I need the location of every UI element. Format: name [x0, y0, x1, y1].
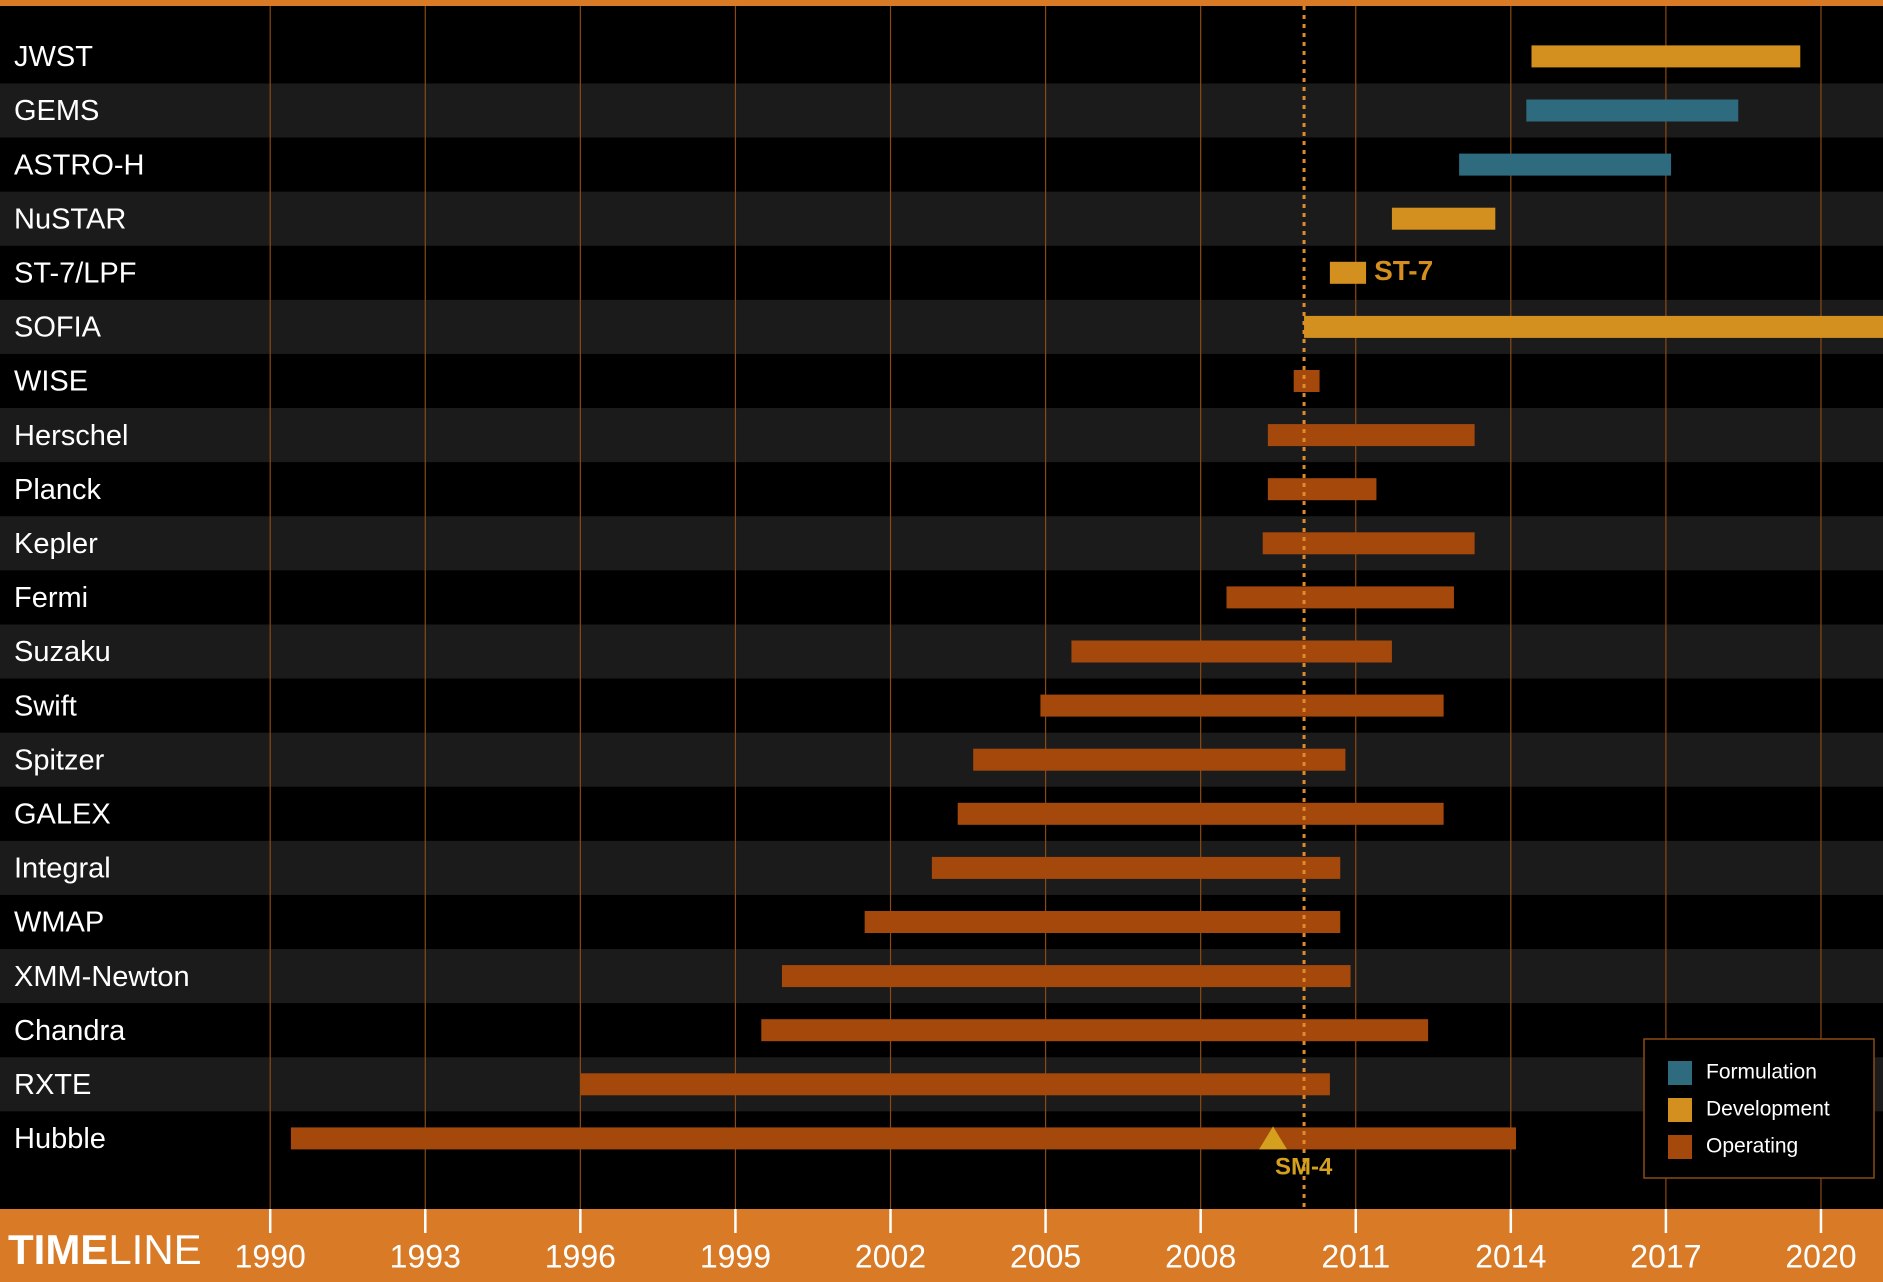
row-stripe — [0, 732, 1883, 787]
x-tick-label: 2017 — [1630, 1238, 1701, 1274]
bar — [761, 1019, 1429, 1042]
row-stripe — [0, 191, 1883, 246]
category-label: ST-7/LPF — [14, 257, 137, 289]
category-label: NuSTAR — [14, 203, 126, 235]
bar — [1531, 45, 1801, 68]
category-label: Suzaku — [14, 636, 111, 668]
bar — [1304, 315, 1883, 338]
bar — [1329, 261, 1367, 284]
category-label: Chandra — [14, 1015, 126, 1047]
axis-title: TIMELINE — [8, 1226, 202, 1273]
legend-label: Formulation — [1706, 1061, 1817, 1084]
x-tick-label: 2002 — [855, 1238, 926, 1274]
bar — [1226, 586, 1454, 609]
bar — [781, 965, 1351, 988]
bar — [1459, 153, 1672, 176]
category-label: Herschel — [14, 420, 128, 452]
bar — [1391, 207, 1496, 230]
legend-swatch — [1668, 1098, 1692, 1122]
bar — [290, 1127, 1516, 1150]
category-label: Kepler — [14, 528, 98, 560]
row-stripe — [0, 408, 1883, 463]
bar — [1526, 99, 1739, 122]
axis-band — [0, 1209, 1883, 1282]
milestone-label: SM-4 — [1275, 1154, 1333, 1181]
milestone-marker — [1259, 1126, 1288, 1150]
legend-swatch — [1668, 1135, 1692, 1159]
x-tick-label: 1999 — [700, 1238, 771, 1274]
legend-label: Development — [1706, 1098, 1830, 1121]
category-label: Integral — [14, 853, 111, 885]
x-tick-label: 1993 — [390, 1238, 461, 1274]
category-label: WISE — [14, 366, 88, 398]
x-tick-label: 2005 — [1010, 1238, 1081, 1274]
axis-title-light: LINE — [108, 1226, 201, 1273]
x-tick-label: 1996 — [545, 1238, 616, 1274]
top-border — [0, 0, 1883, 6]
bar — [957, 802, 1444, 825]
axis-title-bold: TIME — [8, 1226, 108, 1273]
row-stripe — [0, 516, 1883, 571]
category-label: ASTRO-H — [14, 149, 145, 181]
bar — [1267, 424, 1475, 447]
x-tick-label: 2020 — [1785, 1238, 1856, 1274]
category-label: Hubble — [14, 1123, 106, 1155]
bar — [1293, 370, 1320, 392]
row-stripe — [0, 624, 1883, 679]
category-label: Planck — [14, 474, 102, 506]
category-label: GALEX — [14, 798, 111, 830]
category-label: RXTE — [14, 1069, 91, 1101]
x-tick-label: 2014 — [1475, 1238, 1546, 1274]
category-label: Swift — [14, 690, 77, 722]
bar-label: ST-7 — [1374, 255, 1433, 286]
category-label: Fermi — [14, 582, 88, 614]
legend-swatch — [1668, 1061, 1692, 1085]
category-label: GEMS — [14, 95, 99, 127]
category-label: SOFIA — [14, 312, 102, 344]
bar — [580, 1073, 1330, 1096]
category-label: XMM-Newton — [14, 961, 190, 993]
category-label: Spitzer — [14, 744, 105, 776]
category-label: JWST — [14, 41, 93, 73]
bar — [864, 911, 1341, 933]
category-label: WMAP — [14, 907, 104, 939]
legend-label: Operating — [1706, 1135, 1798, 1158]
bar — [1267, 478, 1377, 501]
bar — [973, 748, 1346, 771]
bar — [931, 856, 1341, 879]
x-tick-label: 2008 — [1165, 1238, 1236, 1274]
x-tick-label: 2011 — [1321, 1238, 1390, 1274]
bar — [1262, 532, 1475, 555]
bar — [1071, 640, 1392, 663]
bar — [1040, 694, 1444, 717]
x-tick-label: 1990 — [235, 1238, 306, 1274]
